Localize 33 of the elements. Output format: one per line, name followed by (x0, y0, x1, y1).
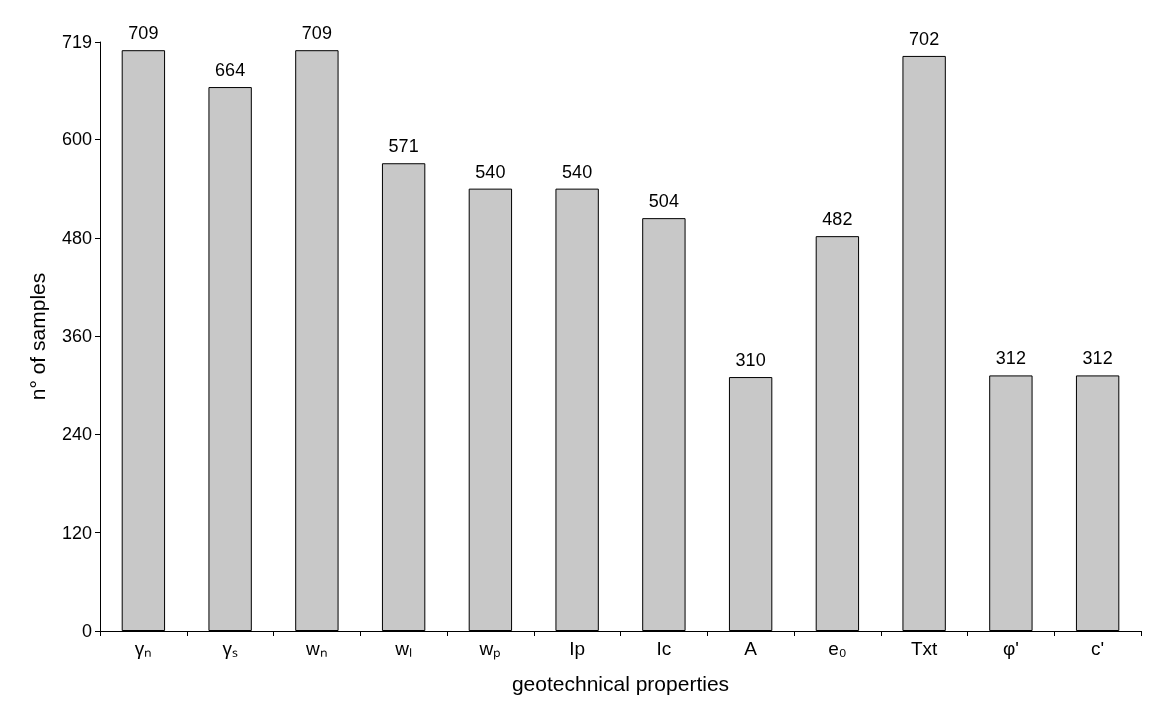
y-tick-label: 600 (61, 129, 92, 150)
data-label: 312 (1082, 348, 1113, 369)
data-label: 702 (909, 28, 940, 49)
data-label: 504 (648, 191, 679, 212)
data-label: 312 (995, 348, 1026, 369)
x-tick-label: Ic (656, 638, 672, 659)
x-tick-label: γₛ (222, 638, 238, 659)
y-axis-title: n° of samples (26, 272, 49, 401)
x-axis-title: geotechnical properties (511, 672, 730, 695)
x-tick-label: wₚ (478, 638, 502, 660)
y-tick-label: 360 (61, 326, 92, 347)
data-label: 482 (822, 209, 853, 230)
y-tick-label: 0 (81, 621, 92, 641)
data-label: 571 (388, 136, 419, 157)
x-tick-label: c' (1091, 638, 1105, 659)
y-tick-label: 719 (61, 32, 92, 52)
x-tick-label: γₙ (134, 638, 153, 659)
data-label: 540 (562, 161, 593, 182)
x-tick-label: φ' (1002, 638, 1019, 659)
x-tick-label: wₗ (394, 638, 412, 659)
x-tick-label: A (744, 638, 758, 659)
x-tick-label: wₙ (305, 638, 328, 659)
y-tick-label: 480 (61, 227, 92, 248)
y-tick-label: 240 (61, 424, 92, 445)
data-label: 310 (735, 350, 766, 371)
y-tick-label: 120 (61, 522, 92, 543)
x-tick-label: Ip (569, 638, 586, 659)
x-tick-label: e₀ (828, 638, 847, 659)
data-label: 709 (128, 23, 159, 44)
data-label: 540 (475, 161, 506, 182)
data-label: 709 (301, 23, 332, 44)
x-tick-label: Txt (910, 638, 939, 659)
data-label: 664 (215, 60, 246, 81)
